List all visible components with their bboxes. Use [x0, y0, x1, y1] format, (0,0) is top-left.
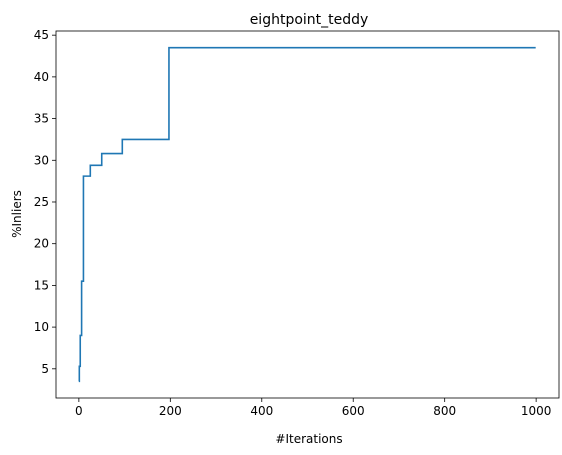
x-tick-label: 0 [75, 404, 83, 418]
y-tick-label: 40 [34, 70, 49, 84]
x-axis-label: #Iterations [275, 432, 342, 446]
y-tick-label: 15 [34, 278, 49, 292]
x-tick-label: 400 [250, 404, 273, 418]
plot-frame [55, 30, 560, 399]
x-axis: 0 200 400 600 800 1000 [75, 398, 551, 418]
y-tick-label: 35 [34, 112, 49, 126]
y-axis-label: %Inliers [10, 190, 24, 238]
y-tick-label: 20 [34, 237, 49, 251]
y-tick-label: 5 [41, 362, 49, 376]
y-tick-label: 25 [34, 195, 49, 209]
y-tick-label: 30 [34, 153, 49, 167]
series-line [78, 46, 536, 383]
x-tick-label: 800 [433, 404, 456, 418]
x-tick-label: 600 [342, 404, 365, 418]
chart-title: eightpoint_teddy [250, 12, 369, 28]
x-tick-label: 200 [159, 404, 182, 418]
y-axis: 5 10 15 20 25 30 35 40 45 [34, 28, 56, 376]
y-tick-label: 45 [34, 28, 49, 42]
x-tick-label: 1000 [521, 404, 552, 418]
y-tick-label: 10 [34, 320, 49, 334]
